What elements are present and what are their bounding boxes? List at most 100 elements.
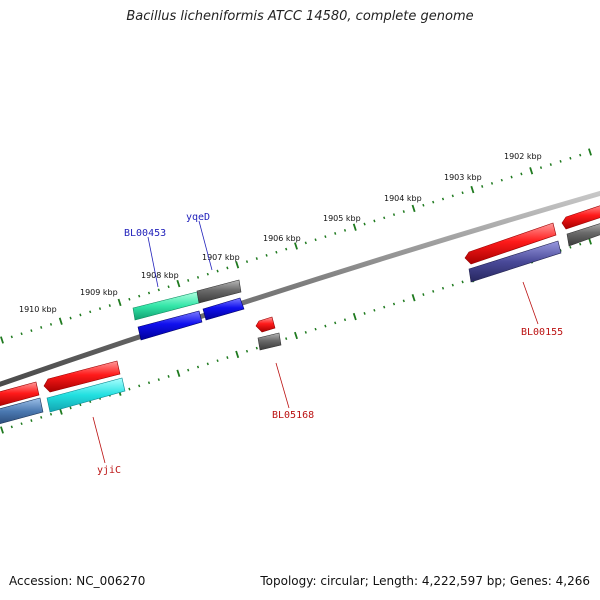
inner-minor-tick	[206, 362, 209, 366]
inner-minor-tick	[569, 245, 572, 249]
outer-minor-tick	[79, 313, 82, 317]
inner-minor-tick	[373, 308, 376, 312]
outer-minor-tick	[432, 200, 435, 204]
inner-minor-tick	[441, 286, 445, 290]
outer-major-tick	[58, 317, 63, 325]
outer-minor-tick	[314, 238, 317, 242]
inner-minor-tick	[226, 356, 229, 359]
inner-minor-tick	[422, 293, 425, 296]
outer-minor-tick	[265, 254, 268, 257]
outer-minor-tick	[402, 210, 405, 213]
outer-major-tick	[176, 279, 181, 288]
gene-bl05168-gray[interactable]	[257, 332, 282, 351]
outer-minor-tick	[539, 166, 543, 170]
outer-minor-tick	[128, 297, 131, 301]
inner-minor-tick	[69, 406, 72, 410]
outer-minor-tick	[49, 322, 53, 326]
leader-yqed	[198, 220, 213, 271]
gene-yjic-cyan[interactable]	[46, 377, 126, 413]
outer-minor-tick	[69, 316, 72, 320]
outer-major-tick	[235, 261, 240, 269]
outer-minor-tick	[343, 228, 347, 232]
inner-minor-tick	[196, 365, 200, 369]
inner-minor-tick	[79, 403, 82, 407]
kbp-label-1909: 1909 kbp	[80, 288, 118, 297]
inner-minor-tick	[579, 242, 582, 246]
outer-minor-tick	[187, 279, 190, 282]
gene-bl00155[interactable]	[464, 222, 557, 265]
gene-slate-right[interactable]	[468, 240, 562, 283]
outer-minor-tick	[30, 329, 33, 332]
outer-minor-tick	[324, 235, 327, 238]
outer-major-tick	[352, 223, 357, 231]
gene-bl05168-red[interactable]	[255, 316, 276, 333]
outer-minor-tick	[461, 191, 464, 195]
inner-minor-tick	[343, 318, 347, 322]
inner-minor-tick	[128, 387, 131, 391]
outer-minor-tick	[285, 247, 288, 251]
inner-minor-tick	[40, 416, 43, 419]
inner-minor-tick	[187, 368, 190, 372]
inner-minor-tick	[334, 321, 337, 325]
gene-yjic-red[interactable]	[43, 360, 121, 393]
gene-label-yqed[interactable]: yqeD	[186, 212, 210, 223]
outer-minor-tick	[422, 203, 425, 207]
inner-minor-tick	[392, 302, 396, 306]
inner-major-tick	[411, 294, 416, 302]
leader-yjic	[92, 416, 106, 464]
outer-minor-tick	[147, 291, 151, 295]
inner-minor-tick	[147, 381, 151, 385]
gene-label-bl05168[interactable]: BL05168	[272, 410, 314, 421]
inner-minor-tick	[461, 280, 464, 284]
outer-minor-tick	[392, 213, 396, 217]
kbp-label-1908: 1908 kbp	[141, 271, 179, 280]
outer-major-tick	[117, 298, 122, 307]
gene-right-gray[interactable]	[566, 222, 600, 247]
accession-text: Accession: NC_006270	[9, 574, 146, 588]
outer-minor-tick	[559, 160, 562, 163]
outer-minor-tick	[167, 285, 170, 289]
outer-major-tick	[588, 148, 592, 156]
map-title: Bacillus licheniformis ATCC 14580, compl…	[126, 9, 474, 24]
outer-minor-tick	[275, 250, 278, 254]
reverse-strand-genes	[0, 240, 562, 425]
gene-left-steel[interactable]	[0, 397, 44, 425]
outer-major-tick	[411, 204, 416, 213]
kbp-label-1906: 1906 kbp	[263, 234, 301, 243]
inner-major-tick	[352, 312, 357, 321]
inner-major-tick	[235, 350, 240, 359]
kbp-label-1903: 1903 kbp	[444, 173, 482, 182]
outer-minor-tick	[549, 163, 552, 166]
gene-right-red[interactable]	[561, 204, 600, 230]
outer-minor-tick	[245, 260, 249, 264]
gene-label-yjic[interactable]: yjiC	[97, 465, 121, 476]
outer-minor-tick	[304, 241, 307, 245]
outer-minor-tick	[20, 332, 23, 336]
genome-backbone	[0, 190, 600, 387]
inner-minor-tick	[324, 324, 327, 328]
gene-label-bl00453[interactable]: BL00453	[124, 228, 166, 239]
inner-minor-tick	[138, 384, 141, 388]
gene-label-bl00155[interactable]: BL00155	[521, 327, 563, 338]
leader-bl00155	[522, 281, 539, 325]
inner-minor-tick	[314, 327, 317, 331]
gene-blue-right[interactable]	[202, 297, 245, 321]
inner-minor-tick	[451, 283, 454, 287]
inner-major-tick	[0, 426, 4, 434]
inner-minor-tick	[245, 349, 249, 353]
outer-minor-tick	[451, 194, 454, 198]
outer-minor-tick	[216, 269, 219, 273]
outer-minor-tick	[98, 307, 102, 311]
gene-blue-left[interactable]	[137, 310, 203, 341]
inner-minor-tick	[383, 305, 386, 309]
leader-bl05168	[275, 362, 290, 409]
gene-left-red[interactable]	[0, 381, 40, 407]
outer-major-tick	[0, 336, 4, 344]
inner-minor-tick	[304, 330, 307, 334]
inner-minor-tick	[216, 359, 219, 363]
outer-minor-tick	[363, 222, 366, 226]
gene-yqed[interactable]	[196, 279, 242, 304]
outer-minor-tick	[569, 156, 572, 160]
outer-minor-tick	[383, 216, 386, 220]
